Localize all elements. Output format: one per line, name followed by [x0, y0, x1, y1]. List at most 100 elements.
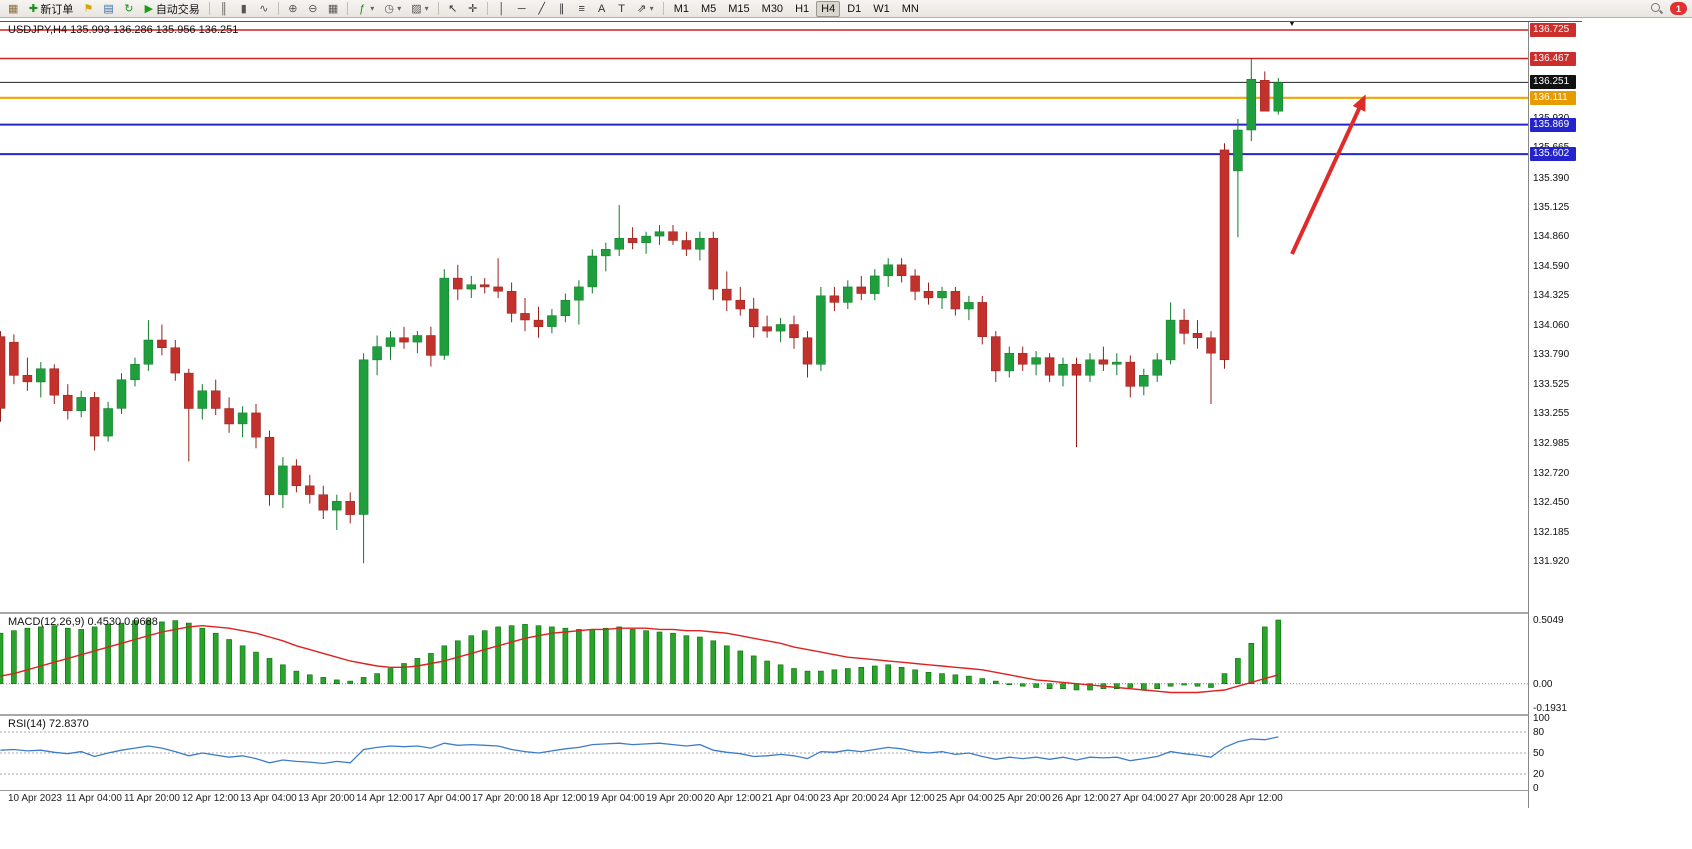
toolbar-groups: ▦ ✚ 新订单 ⚑ ▤ ↻ ▶ 自动交易 ║ ▮ ∿ ⊕ ⊖ ▦ ƒ ▾ ◷ ▾ ▨ ▾ ↖ ✛ │ ─ ╱ ∥ ≡ A T ⇗ ▾ M1 M5… [3, 0, 1650, 19]
tf-m30[interactable]: M30 [757, 1, 788, 17]
text-label-icon-glyph: T [618, 2, 626, 15]
line-chart-icon[interactable]: ∿ [255, 1, 273, 17]
tf-mn[interactable]: MN [897, 1, 924, 17]
tf-m5-label: M5 [700, 2, 717, 15]
vertical-line-icon-glyph: │ [498, 2, 506, 15]
axis-label: 133.255 [1533, 408, 1570, 420]
new-order-glyph: ✚ [28, 2, 39, 15]
new-order-button[interactable]: ✚ 新订单 [24, 0, 77, 19]
zoom-out-icon[interactable]: ⊖ [304, 1, 322, 17]
fibonacci-icon-glyph: ≡ [578, 2, 585, 15]
axis-label: 80 [1533, 727, 1545, 738]
chart-symbol-title: USDJPY,H4 135.993 136.286 135.956 136.25… [8, 24, 239, 36]
chart-top-border [0, 21, 1582, 22]
fibonacci-icon[interactable]: ≡ [573, 1, 591, 17]
panel-separator[interactable] [0, 714, 1582, 716]
axis-label: 135.390 [1533, 172, 1570, 184]
tf-m15-label: M15 [728, 2, 750, 15]
autotrade-button-label: 自动交易 [155, 3, 200, 16]
trendline-icon[interactable]: ╱ [533, 1, 551, 17]
axis-label: 50 [1533, 748, 1545, 759]
price-chart-canvas[interactable] [0, 22, 1528, 612]
axis-label: 132.185 [1533, 526, 1570, 538]
bar-chart-icon[interactable]: ║ [215, 1, 233, 17]
time-label: 27 Apr 04:00 [1110, 793, 1167, 804]
axis-label: 135.125 [1533, 201, 1570, 213]
tf-h4[interactable]: H4 [816, 0, 841, 17]
tf-m1[interactable]: M1 [669, 1, 694, 17]
price-badge: 136.251 [1530, 75, 1576, 90]
channel-icon[interactable]: ∥ [553, 1, 571, 17]
rsi-label: RSI(14) 72.8370 [8, 718, 89, 730]
candlestick-chart-icon[interactable]: ▮ [235, 1, 253, 17]
text-icon-glyph: A [598, 2, 606, 15]
horizontal-line-icon[interactable]: ─ [513, 1, 531, 17]
text-icon[interactable]: A [593, 1, 611, 17]
crosshair-icon[interactable]: ✛ [464, 1, 482, 17]
time-label: 20 Apr 12:00 [704, 793, 761, 804]
time-label: 21 Apr 04:00 [762, 793, 819, 804]
price-badge: 136.111 [1530, 90, 1576, 105]
tf-m30-label: M30 [761, 2, 784, 15]
rsi-panel[interactable]: RSI(14) 72.8370 [0, 716, 1528, 790]
price-axis[interactable]: 135.930135.665135.390135.125134.860134.5… [1528, 22, 1585, 808]
refresh-icon[interactable]: ↻ [120, 1, 138, 17]
zoom-in-icon[interactable]: ⊕ [284, 1, 302, 17]
alert-icon[interactable]: ⚑ [79, 1, 97, 17]
time-label: 17 Apr 04:00 [414, 793, 471, 804]
time-label: 18 Apr 12:00 [530, 793, 587, 804]
macd-canvas[interactable] [0, 614, 1528, 714]
templates-icon[interactable]: ▨ ▾ [407, 1, 432, 17]
panel-separator[interactable] [0, 612, 1582, 614]
tf-d1[interactable]: D1 [842, 1, 866, 17]
periods-icon-glyph: ◷ [384, 2, 395, 15]
templates-icon-glyph: ▨ [411, 2, 422, 15]
tf-w1[interactable]: W1 [868, 1, 895, 17]
price-badge: 136.467 [1530, 51, 1576, 66]
macd-panel[interactable]: MACD(12,26,9) 0.4530 0.0688 [0, 614, 1528, 714]
periods-icon[interactable]: ◷ ▾ [380, 1, 405, 17]
search-icon[interactable] [1650, 2, 1663, 15]
tf-m15[interactable]: M15 [723, 1, 754, 17]
alert-icon-glyph: ⚑ [83, 2, 94, 15]
axis-label: 134.590 [1533, 260, 1570, 272]
chart-window-icon[interactable]: ▦ [4, 1, 22, 17]
macd-label: MACD(12,26,9) 0.4530 0.0688 [8, 616, 158, 628]
shapes-icon-glyph: ⇗ [637, 2, 647, 15]
time-label: 25 Apr 20:00 [994, 793, 1051, 804]
rsi-canvas[interactable] [0, 716, 1528, 790]
axis-label: 134.060 [1533, 319, 1570, 331]
tf-m5[interactable]: M5 [696, 1, 721, 17]
cursor-icon[interactable]: ↖ [444, 1, 462, 17]
price-badge: 135.869 [1530, 117, 1576, 132]
vertical-line-icon[interactable]: │ [493, 1, 511, 17]
toolbar-separator [662, 2, 664, 15]
price-chart-panel[interactable]: USDJPY,H4 135.993 136.286 135.956 136.25… [0, 22, 1528, 612]
tf-h1[interactable]: H1 [790, 1, 814, 17]
trendline-icon-glyph: ╱ [538, 2, 545, 15]
chart-workspace: USDJPY,H4 135.993 136.286 135.956 136.25… [0, 18, 1692, 849]
axis-label: 133.790 [1533, 349, 1570, 361]
notification-badge[interactable]: 1 [1670, 2, 1687, 15]
axis-label: 134.860 [1533, 231, 1570, 243]
axis-label: 0.5049 [1533, 615, 1564, 626]
tile-windows-icon[interactable]: ▦ [324, 1, 342, 17]
tf-mn-label: MN [901, 2, 919, 15]
crosshair-icon-glyph: ✛ [468, 2, 478, 15]
time-label: 13 Apr 20:00 [298, 793, 355, 804]
time-label: 19 Apr 04:00 [588, 793, 645, 804]
indicators-icon[interactable]: ƒ ▾ [353, 1, 378, 17]
toolbar-separator [437, 2, 439, 15]
toolbar-right: 1 [1650, 2, 1689, 15]
main-toolbar: ▦ ✚ 新订单 ⚑ ▤ ↻ ▶ 自动交易 ║ ▮ ∿ ⊕ ⊖ ▦ ƒ ▾ ◷ ▾ ▨ ▾ ↖ ✛ │ ─ ╱ ∥ ≡ A T ⇗ ▾ M1 M5… [0, 0, 1692, 18]
time-axis[interactable]: 10 Apr 2023 11 Apr 04:00 11 Apr 20:00 12 Ap… [0, 792, 1582, 808]
time-axis-separator [0, 790, 1582, 791]
inbox-icon[interactable]: ▤ [99, 1, 117, 17]
dropdown-caret-icon: ▾ [370, 4, 375, 13]
autotrade-button[interactable]: ▶ 自动交易 [140, 0, 204, 19]
shapes-icon[interactable]: ⇗ ▾ [633, 1, 658, 17]
axis-label: 133.525 [1533, 378, 1570, 390]
tile-windows-icon-glyph: ▦ [327, 2, 339, 15]
text-label-icon[interactable]: T [613, 1, 631, 17]
